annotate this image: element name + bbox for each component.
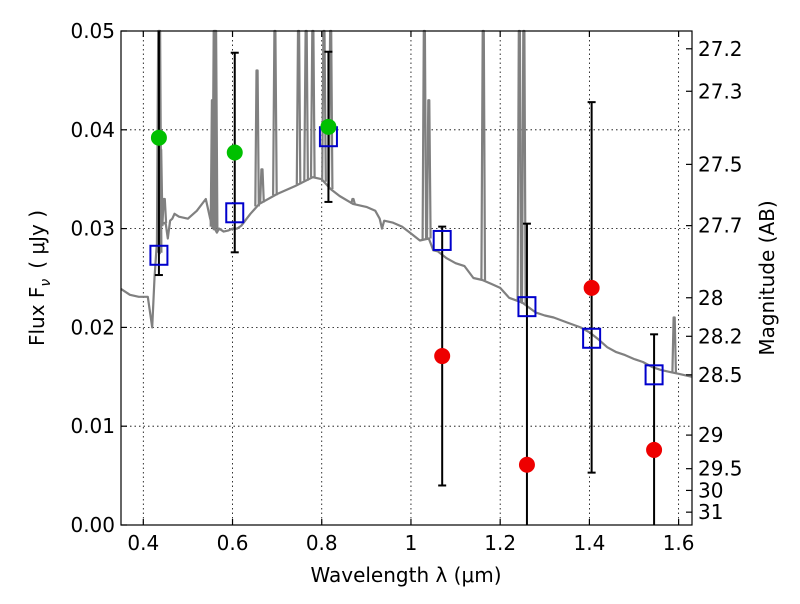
- y-tick-label: 0.05: [70, 19, 115, 43]
- y-axis-label-main: Flux F: [25, 287, 49, 346]
- y-tick-label: 0.04: [70, 118, 115, 142]
- y2-tick-label: 30: [698, 478, 723, 502]
- x-tick-label: 1.4: [573, 531, 605, 555]
- emission-line: [161, 197, 168, 224]
- model-square-marker: [149, 244, 169, 266]
- y2-axis-label: Magnitude (AB): [755, 200, 779, 355]
- x-axis-label: Wavelength λ (μm): [310, 563, 501, 587]
- y2-tick-label: 28: [698, 286, 723, 310]
- x-tick-label: 0.8: [306, 531, 338, 555]
- y2-tick-label: 28.2: [698, 324, 743, 348]
- x-tick-label: 1: [405, 531, 418, 555]
- label-layer: Wavelength λ (μm) Flux Fν ( μJy ) Magnitu…: [25, 200, 779, 587]
- model-square-marker: [644, 364, 664, 386]
- emission-line: [350, 197, 356, 205]
- y-tick-label: 0.03: [70, 217, 115, 241]
- model-square-marker: [582, 327, 602, 349]
- y-tick-label: 0.00: [70, 513, 115, 537]
- emission-line: [671, 316, 677, 373]
- y-axis-label-subscript: ν: [38, 279, 54, 287]
- y2-tick-label: 27.7: [698, 214, 743, 238]
- model-square-marker: [432, 229, 452, 251]
- model-square-marker: [225, 202, 245, 224]
- y-axis-label: Flux Fν ( μJy ): [25, 210, 54, 346]
- axes-layer: 0.4 0.6 0.8 1 1.2 1.4 1.6 0.00 0.01 0.02 0.03 0.04 0…: [70, 19, 742, 555]
- y2-tick-label: 28.5: [698, 363, 743, 387]
- y-tick-label: 0.01: [70, 414, 115, 438]
- model-square-marker: [517, 296, 537, 318]
- y2-tick-label: 29: [698, 423, 723, 447]
- emission-line: [254, 69, 260, 207]
- non-detection-point: [583, 279, 600, 296]
- x-tick-label: 0.6: [217, 531, 249, 555]
- emission-line: [425, 99, 432, 239]
- spectrum-line: [120, 176, 693, 378]
- detection-point: [320, 118, 337, 135]
- y2-tick-label: 27.5: [698, 152, 743, 176]
- non-detection-point: [518, 456, 535, 473]
- emission-line: [259, 168, 265, 203]
- y-tick-label: 0.02: [70, 315, 115, 339]
- non-detection-point: [646, 441, 663, 458]
- y2-tick-label: 29.5: [698, 457, 743, 481]
- marker-layer: [149, 118, 664, 473]
- plot-frame: [120, 30, 693, 526]
- detection-point: [226, 144, 243, 161]
- y2-tick-label: 27.3: [698, 79, 743, 103]
- x-tick-label: 0.4: [127, 531, 159, 555]
- detection-point: [150, 129, 167, 146]
- x-tick-label: 1.2: [484, 531, 516, 555]
- y2-axis-label-group: Magnitude (AB): [755, 200, 779, 355]
- non-detection-point: [434, 348, 451, 365]
- y2-tick-label: 31: [698, 500, 723, 524]
- y2-tick-label: 27.2: [698, 37, 743, 61]
- x-tick-label: 1.6: [663, 531, 695, 555]
- y-axis-label-unit: ( μJy ): [25, 210, 49, 269]
- y-axis-label-group: Flux Fν ( μJy ): [25, 210, 54, 346]
